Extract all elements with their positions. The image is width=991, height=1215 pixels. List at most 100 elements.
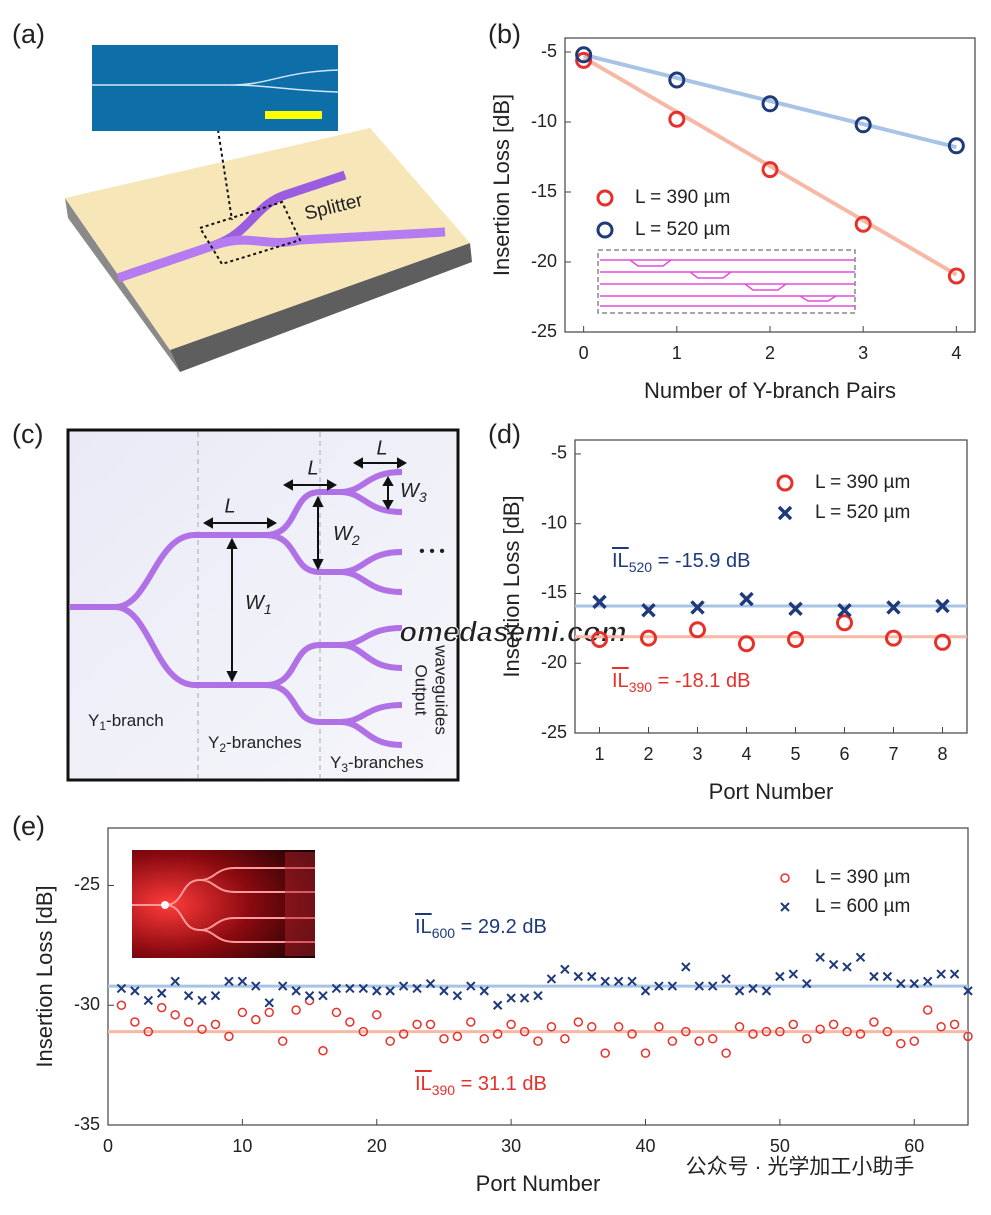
data-point bbox=[372, 986, 382, 996]
branch-text: -branches bbox=[348, 753, 424, 772]
data-point bbox=[775, 971, 785, 982]
data-point bbox=[837, 602, 852, 618]
panel-label: (e) bbox=[12, 811, 45, 841]
data-point bbox=[947, 267, 965, 285]
y-tick-label: -20 bbox=[531, 251, 557, 271]
data-point bbox=[425, 1019, 436, 1030]
data-point bbox=[936, 1022, 946, 1032]
width-subscript: 2 bbox=[351, 532, 360, 548]
data-point bbox=[690, 600, 705, 615]
x-axis-label: Number of Y-branch Pairs bbox=[644, 378, 896, 403]
data-point bbox=[575, 46, 593, 64]
data-point bbox=[318, 990, 328, 1001]
x-tick-label: 50 bbox=[770, 1136, 790, 1156]
legend-label: L = 390 µm bbox=[815, 472, 910, 493]
data-point bbox=[640, 629, 657, 647]
data-point bbox=[828, 1019, 839, 1030]
annotation-subscript: 600 bbox=[432, 925, 456, 941]
y-tick-label: -20 bbox=[541, 652, 567, 672]
data-point bbox=[788, 601, 803, 617]
legend-label: L = 390 µm bbox=[815, 867, 910, 888]
branch-symbol: Y bbox=[88, 711, 99, 730]
x-tick-label: 4 bbox=[951, 343, 961, 363]
y-tick-label: -15 bbox=[531, 181, 557, 201]
legend-marker bbox=[780, 902, 790, 912]
data-point bbox=[170, 1010, 180, 1020]
outputs-label: waveguides bbox=[432, 644, 451, 735]
data-point bbox=[842, 962, 852, 972]
y-tick-label: -5 bbox=[541, 41, 557, 61]
data-point bbox=[210, 990, 221, 1001]
data-point bbox=[237, 976, 248, 986]
x-tick-label: 10 bbox=[232, 1136, 252, 1156]
watermark: 公众号 · 光学加工小助手 bbox=[686, 1156, 915, 1179]
data-point bbox=[398, 1029, 409, 1039]
x-tick-label: 40 bbox=[635, 1136, 655, 1156]
branch-symbol: Y bbox=[208, 733, 219, 752]
width-label: W3 bbox=[400, 480, 427, 504]
x-tick-label: 2 bbox=[643, 744, 653, 764]
data-point bbox=[587, 1022, 597, 1032]
panel-label: (a) bbox=[12, 19, 45, 49]
data-point bbox=[748, 1029, 758, 1039]
ellipsis: • • • bbox=[419, 543, 445, 560]
x-tick-label: 5 bbox=[790, 744, 800, 764]
data-point bbox=[358, 983, 369, 994]
data-point bbox=[600, 1048, 610, 1058]
data-point bbox=[640, 1048, 651, 1058]
data-point bbox=[291, 1005, 301, 1015]
data-point bbox=[318, 1046, 328, 1056]
inset-schematic bbox=[597, 249, 856, 314]
y-tick-label: -25 bbox=[541, 722, 567, 742]
data-point bbox=[896, 978, 906, 989]
data-point bbox=[519, 1026, 530, 1037]
watermark: omedasemi.com bbox=[399, 617, 626, 649]
data-point bbox=[385, 986, 395, 996]
data-point bbox=[506, 993, 516, 1003]
data-point bbox=[264, 998, 274, 1008]
x-tick-label: 3 bbox=[858, 343, 868, 363]
data-point bbox=[479, 986, 489, 996]
data-point bbox=[734, 1022, 745, 1032]
data-point bbox=[533, 990, 543, 1001]
y-tick-label: -10 bbox=[531, 111, 557, 131]
data-point bbox=[855, 952, 866, 963]
data-point bbox=[573, 1017, 584, 1027]
length-label: L bbox=[224, 495, 235, 517]
data-point bbox=[197, 1024, 207, 1034]
data-point bbox=[694, 1036, 704, 1046]
branch-subscript: 3 bbox=[341, 761, 348, 775]
data-point bbox=[183, 1017, 194, 1027]
data-point bbox=[130, 986, 140, 996]
data-point bbox=[668, 110, 686, 128]
data-point bbox=[885, 629, 902, 647]
x-tick-label: 0 bbox=[103, 1136, 113, 1156]
x-axis-label: Port Number bbox=[709, 779, 834, 804]
data-point bbox=[398, 981, 409, 991]
data-point bbox=[224, 1031, 234, 1042]
x-tick-label: 4 bbox=[741, 744, 751, 764]
data-point bbox=[143, 995, 154, 1006]
data-point bbox=[641, 602, 656, 618]
x-tick-label: 30 bbox=[501, 1136, 521, 1156]
data-point bbox=[560, 964, 570, 975]
legend-marker bbox=[777, 505, 793, 521]
data-point bbox=[922, 976, 933, 986]
data-point bbox=[613, 976, 624, 986]
data-point bbox=[197, 995, 207, 1006]
data-point bbox=[963, 986, 973, 996]
data-point bbox=[689, 621, 706, 639]
data-point bbox=[761, 986, 772, 996]
data-point bbox=[575, 51, 593, 69]
data-point bbox=[291, 986, 301, 996]
data-point bbox=[613, 1022, 624, 1032]
y-tick-label: -25 bbox=[74, 874, 100, 894]
data-point bbox=[738, 635, 755, 653]
data-point bbox=[739, 591, 754, 607]
data-point bbox=[681, 1026, 691, 1037]
data-point bbox=[854, 116, 872, 134]
width-symbol: W bbox=[245, 592, 266, 614]
data-point bbox=[667, 981, 678, 991]
data-point bbox=[654, 981, 664, 991]
